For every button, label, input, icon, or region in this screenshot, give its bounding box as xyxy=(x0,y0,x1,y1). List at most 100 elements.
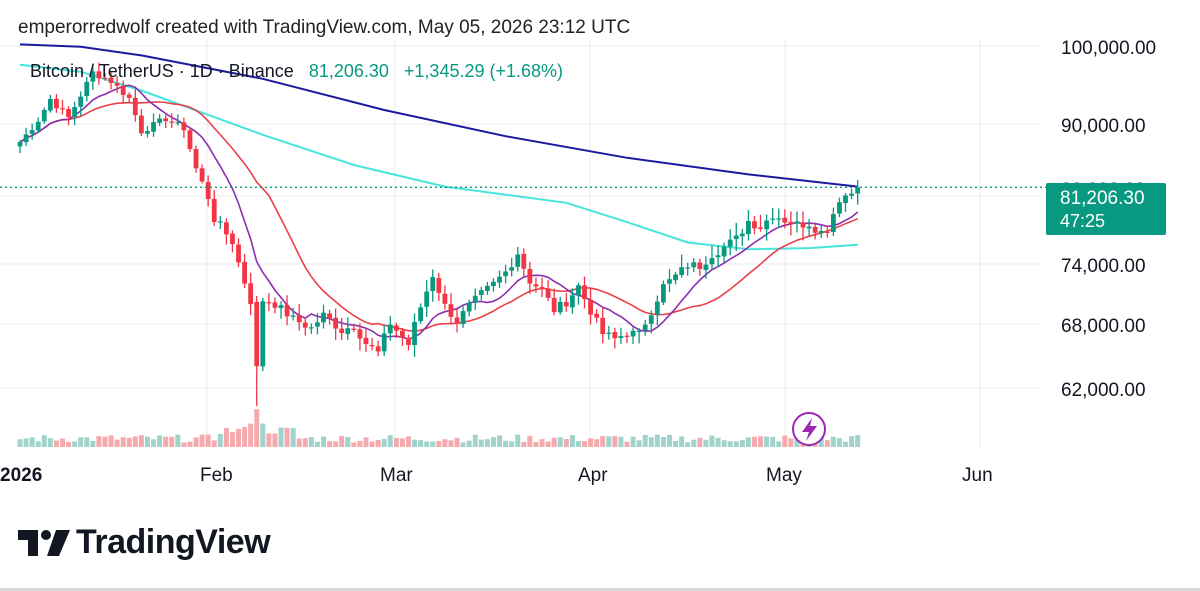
volume-bar xyxy=(223,428,229,447)
volume-bar xyxy=(229,432,235,447)
candle-body xyxy=(630,330,636,337)
volume-bar xyxy=(600,436,606,447)
volume-bar xyxy=(575,441,581,447)
volume-bar xyxy=(175,434,181,447)
candle xyxy=(557,296,563,315)
candle xyxy=(357,323,363,351)
volume-bar xyxy=(108,435,114,447)
lightning-icon[interactable] xyxy=(792,412,826,446)
candle-body xyxy=(824,231,830,233)
candle-body xyxy=(491,281,496,287)
candle xyxy=(321,304,326,329)
candle xyxy=(54,93,59,113)
volume-bar xyxy=(563,439,569,447)
candle xyxy=(667,268,672,293)
candle xyxy=(539,277,545,298)
volume-bar xyxy=(442,439,448,447)
volume-bar xyxy=(654,434,660,447)
candle xyxy=(612,327,618,349)
volume-bar xyxy=(393,438,399,447)
volume-bar xyxy=(618,436,624,447)
candle-body xyxy=(557,301,563,313)
volume-bar xyxy=(685,442,691,447)
volume-bar xyxy=(545,441,551,447)
candle xyxy=(108,71,114,90)
candle xyxy=(284,295,290,326)
candle xyxy=(193,145,199,173)
candle xyxy=(393,322,399,338)
candle xyxy=(78,91,84,116)
candle-body xyxy=(120,85,126,95)
volume-bar xyxy=(770,436,776,447)
candle-body xyxy=(642,324,648,331)
volume-bar xyxy=(17,439,23,447)
candle xyxy=(151,113,156,137)
candle-body xyxy=(175,122,181,124)
candle-body xyxy=(770,218,776,220)
volume-bar xyxy=(138,435,144,447)
candle-body xyxy=(794,221,800,224)
volume-bar xyxy=(733,441,739,447)
volume-bar xyxy=(612,436,618,447)
candle-body xyxy=(527,268,533,284)
candle-body xyxy=(296,315,302,323)
volume-bar xyxy=(557,437,563,447)
candle-body xyxy=(84,81,90,97)
candle xyxy=(363,329,369,352)
candle xyxy=(302,317,308,336)
candle xyxy=(606,326,612,340)
candle-body xyxy=(321,312,326,323)
volume-bar xyxy=(29,437,35,447)
candle xyxy=(673,271,678,285)
candle xyxy=(855,180,861,205)
volume-bar xyxy=(157,435,163,447)
candle xyxy=(642,319,648,336)
candle xyxy=(169,113,175,129)
candle xyxy=(636,328,642,344)
candle-body xyxy=(788,221,794,225)
candle xyxy=(442,285,448,310)
candles xyxy=(17,62,861,407)
volume-bar xyxy=(430,441,436,447)
volume-bar xyxy=(679,436,685,447)
candle xyxy=(260,298,266,372)
chart-canvas[interactable]: 100,000.00 90,000.00 74,000.00 68,000.00 62,… xyxy=(0,0,1200,500)
candle xyxy=(296,303,302,331)
last-price-tag-price: 81,206.30 xyxy=(1060,188,1145,209)
volume-bar xyxy=(436,441,442,447)
candle xyxy=(199,164,205,184)
price-axis-label: 90,000.00 xyxy=(1061,116,1146,137)
candle-body xyxy=(715,255,721,258)
candle xyxy=(424,280,430,317)
candle-body xyxy=(612,332,618,339)
candle-body xyxy=(108,77,114,83)
volume-bar xyxy=(715,437,721,447)
volume-bar xyxy=(327,441,333,447)
volume-bar xyxy=(47,438,53,447)
time-axis: 2026 Feb Mar Apr May Jun xyxy=(0,465,993,486)
candle xyxy=(491,278,496,292)
candle-body xyxy=(248,283,254,305)
candle xyxy=(66,106,71,126)
volume-bar xyxy=(509,441,515,447)
candle-body xyxy=(703,264,709,270)
candle xyxy=(327,309,332,325)
candle xyxy=(460,306,466,328)
volume-bar xyxy=(248,423,254,447)
volume-bar xyxy=(448,440,454,447)
candle-body xyxy=(733,235,739,240)
candle-body xyxy=(752,221,757,229)
bottom-border xyxy=(0,588,1200,591)
volume-bar xyxy=(169,436,175,447)
candle xyxy=(515,246,521,272)
volume-bar xyxy=(830,436,836,447)
candle xyxy=(824,227,830,238)
candle-body xyxy=(563,301,569,307)
candle xyxy=(661,280,666,306)
candle xyxy=(569,288,575,314)
volume-bar xyxy=(187,441,193,447)
candle-body xyxy=(223,222,229,235)
volume-bar xyxy=(181,442,187,447)
